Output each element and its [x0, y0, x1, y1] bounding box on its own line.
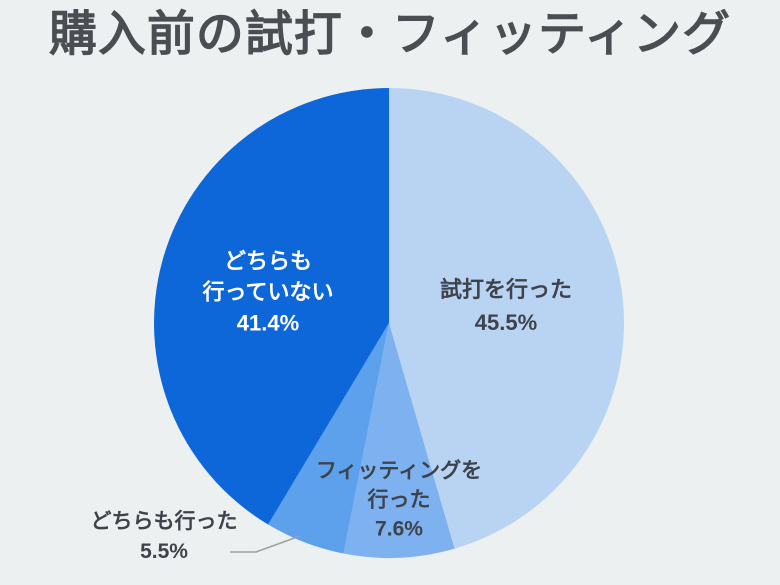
slice-label-text: 行った [367, 488, 431, 512]
slice-label-both-done: どちらも行った 5.5% [91, 507, 238, 567]
leader-line-both-done [230, 535, 301, 553]
slice-label-trial-hit: 試打を行った 45.5% [440, 273, 572, 339]
slice-label-text: 試打を行った [439, 277, 573, 302]
pie-slices-group [154, 88, 625, 559]
slice-percentage: 7.6% [375, 517, 423, 541]
pie-slice-1 [343, 323, 455, 559]
slice-label-neither-done: どちらも 行っていない 41.4% [203, 246, 334, 339]
slice-percentage: 41.4% [236, 310, 300, 336]
slice-label-text: 行っていない [202, 279, 334, 305]
pie-slice-2 [268, 323, 389, 554]
slice-label-fitting: フィッティングを 行った 7.6% [316, 457, 482, 544]
pie-slice-3 [154, 88, 389, 525]
slice-label-text: どちらも [223, 248, 312, 274]
slice-percentage: 45.5% [474, 310, 538, 335]
pie-slice-0 [389, 88, 625, 549]
slice-label-text: フィッティングを [315, 459, 483, 483]
chart-title: 購入前の試打・フィッティング [48, 8, 732, 61]
slice-percentage: 5.5% [140, 540, 188, 563]
slice-label-text: どちらも行った [90, 510, 238, 533]
